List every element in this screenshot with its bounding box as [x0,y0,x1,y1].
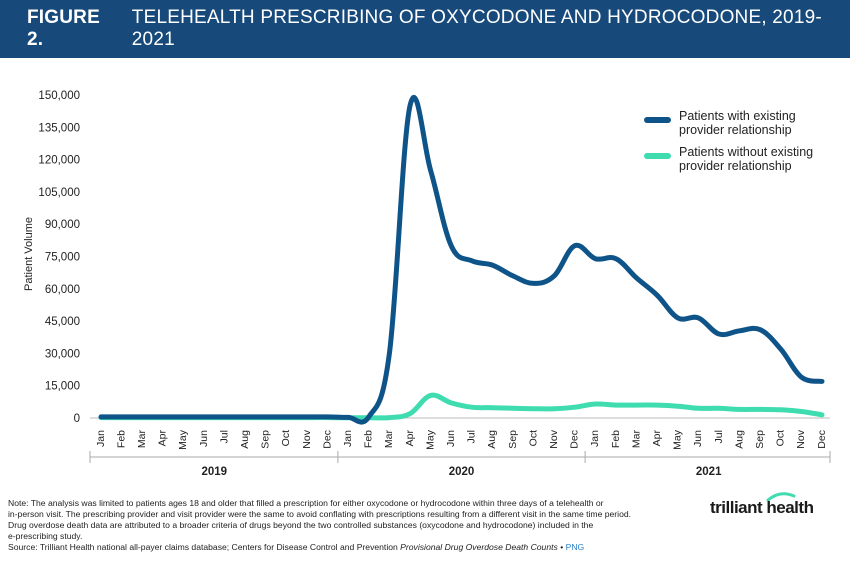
year-label: 2019 [202,466,228,478]
x-tick-label: Sep [754,430,766,449]
x-axis: Jan Feb Mar Apr May Jun Jul Aug Sep Oct Nov Dec Jan F… [89,417,831,478]
y-tick-label: 30,000 [45,348,80,360]
x-tick-label: Sep [260,430,272,449]
series-lines [98,94,825,425]
legend-label-2: Patients without existing provider relati… [679,145,813,173]
legend: Patients with existing provider relations… [644,109,813,173]
x-tick-label: Jun [445,430,457,447]
figure-number: FIGURE 2. [27,7,100,50]
x-tick-label: Jun [198,430,210,447]
x-tick-label: Feb [115,430,127,448]
note-line-2: in-person visit. The prescribing provide… [8,509,632,519]
x-tick-label: Apr [404,430,416,447]
x-tick-label: May [424,429,436,450]
source-prefix: Source: Trilliant Health national all-pa… [8,542,401,552]
x-tick-label: Oct [280,430,292,446]
y-axis-label: Patient Volume [23,217,35,291]
x-tick-label: Sep [507,430,519,449]
x-tick-label: Aug [486,430,498,449]
year-label: 2021 [696,466,722,478]
x-tick-label: Oct [775,430,787,446]
x-tick-label: Apr [157,430,169,447]
png-download-link[interactable]: PNG [565,542,585,552]
x-tick-label: Dec [569,430,581,449]
x-tick-label: Oct [527,430,539,446]
note-line-3: Drug overdose death data are attributed … [8,520,594,530]
y-tick-label: 120,000 [38,155,80,167]
y-tick-label: 15,000 [45,381,80,393]
series-line-with-existing [98,94,825,425]
x-tick-label: Dec [321,430,333,449]
y-tick-label: 75,000 [45,252,80,264]
x-tick-label: Jul [713,430,725,443]
y-tick-label: 135,000 [38,122,80,134]
figure-title: TELEHEALTH PRESCRIBING OF OXYCODONE AND … [131,7,822,50]
x-tick-label: Mar [383,430,395,449]
x-tick-label: May [672,429,684,450]
logo-swoosh-icon [766,492,796,502]
year-label: 2020 [449,466,475,478]
note-line-1: Note: The analysis was limited to patien… [8,498,604,508]
x-tick-label: Jan [589,430,601,447]
trilliant-health-logo: trilliant health [710,492,814,517]
x-tick-label: Feb [610,430,622,448]
x-tick-label: Aug [733,430,745,449]
source-italic: Provisional Drug Overdose Death Counts [400,542,558,552]
x-tick-label: Mar [630,430,642,449]
x-tick-label: Apr [651,430,663,447]
y-tick-label: 60,000 [45,284,80,296]
x-tick-label: Jan [95,430,107,447]
line-chart: 0 15,000 30,000 45,000 60,000 75,000 90,000 105… [23,90,831,478]
note-line-4: e-prescribing study. [8,531,83,541]
x-tick-label: Jul [218,430,230,443]
x-tick-label: Aug [239,430,251,449]
y-tick-label: 105,000 [38,187,80,199]
legend-label-1: Patients with existing provider relations… [679,109,796,137]
x-tick-label: May [177,429,189,450]
x-tick-label: Jun [692,430,704,447]
x-tick-label: Feb [363,430,375,448]
y-tick-label: 150,000 [38,90,80,102]
chart-footer: Note: The analysis was limited to patien… [8,498,708,553]
y-tick-label: 45,000 [45,316,80,328]
logo-text: trilliant health [710,498,814,517]
x-tick-label: Nov [795,429,807,448]
figure-header: FIGURE 2. TELEHEALTH PRESCRIBING OF OXYC… [0,0,850,58]
y-tick-label: 90,000 [45,219,80,231]
x-tick-label: Nov [301,429,313,448]
x-tick-label: Jan [342,430,354,447]
source-separator: • [557,542,566,552]
x-tick-label: Nov [548,429,560,448]
x-tick-label: Jul [466,430,478,443]
source-line: Source: Trilliant Health national all-pa… [8,542,708,553]
y-tick-label: 0 [74,413,80,425]
y-axis: 0 15,000 30,000 45,000 60,000 75,000 90,000 105… [38,90,80,425]
x-tick-label: Mar [136,430,148,449]
x-tick-label: Dec [816,430,828,449]
